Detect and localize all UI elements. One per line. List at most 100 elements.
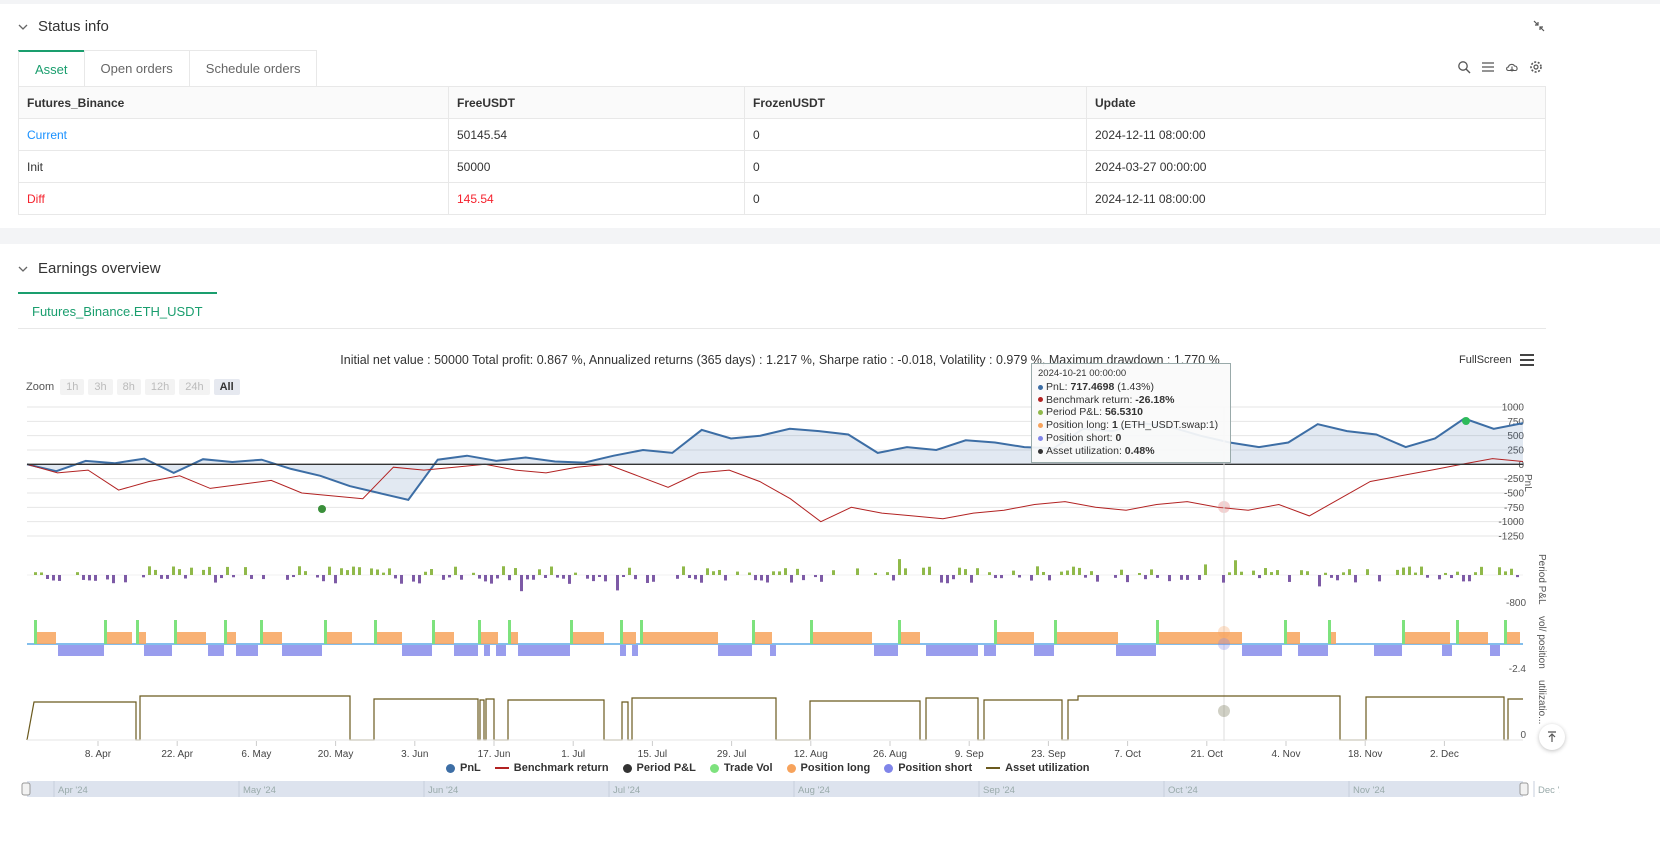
period-pnl-bar (82, 575, 85, 580)
period-pnl-bar (292, 575, 295, 578)
series-dot-icon (1038, 397, 1043, 403)
period-pnl-bar (1240, 571, 1243, 575)
tab-asset[interactable]: Asset (18, 50, 85, 86)
navigator-track (27, 781, 1523, 797)
zoom-12h-button[interactable]: 12h (144, 379, 176, 395)
period-pnl-bar (214, 575, 217, 583)
gear-icon[interactable] (1529, 60, 1543, 74)
period-tick-label: -800 (1506, 598, 1526, 609)
trade-vol-bar (898, 620, 901, 644)
period-pnl-bar (388, 568, 391, 575)
position-short-bar (984, 645, 996, 656)
chevron-down-icon[interactable] (18, 22, 28, 32)
period-pnl-bar (886, 572, 889, 575)
tooltip-rows: PnL: 717.4698 (1.43%) Benchmark return: -… (1038, 381, 1224, 458)
earnings-panel-title: Earnings overview (38, 260, 161, 277)
period-pnl-bar (1072, 566, 1075, 575)
zoom-label: Zoom (26, 381, 55, 393)
trade-vol-bar (1156, 620, 1159, 644)
pnl-axis-title: PnL (1522, 474, 1533, 492)
zoom-1h-button[interactable]: 1h (60, 379, 85, 395)
period-pnl-bar (1366, 569, 1369, 575)
position-long-bar (898, 632, 920, 644)
legend-item-position-short[interactable]: Position short (884, 762, 972, 774)
menu-icon[interactable] (1519, 353, 1535, 367)
zoom-all-button[interactable]: All (213, 379, 240, 395)
period-pnl-bar (964, 569, 967, 575)
period-pnl-bar (556, 575, 559, 578)
search-icon[interactable] (1457, 60, 1471, 74)
period-pnl-bar (112, 575, 115, 584)
legend-label: Period P&L (636, 762, 696, 774)
period-pnl-bar (892, 575, 895, 581)
status-panel: Status info Asset Open orders Schedule o… (0, 4, 1660, 228)
period-pnl-bar (1468, 575, 1471, 582)
period-pnl-bar (1402, 567, 1405, 575)
period-pnl-bar (472, 572, 475, 575)
period-pnl-bar (562, 575, 565, 579)
legend-label: Trade Vol (723, 762, 773, 774)
position-long-bar (260, 632, 282, 644)
tab-schedule-orders[interactable]: Schedule orders (188, 50, 318, 86)
period-pnl-bar (676, 575, 679, 579)
period-pnl-bar (94, 575, 97, 581)
table-row: Init 50000 0 2024-03-27 00:00:00 (18, 150, 1546, 183)
period-pnl-bar (1036, 566, 1039, 575)
collapse-icon[interactable] (1533, 20, 1545, 32)
position-long-bar (620, 632, 636, 644)
tooltip-date: 2024-10-21 00:00:00 (1038, 368, 1127, 379)
period-pnl-bar (760, 575, 763, 581)
scroll-top-button[interactable] (1539, 724, 1565, 750)
position-short-bar (282, 645, 322, 656)
x-tick-label: 17. Jun (478, 749, 511, 760)
position-long-bar (174, 632, 206, 644)
tooltip-row: PnL: 717.4698 (1.43%) (1038, 381, 1224, 394)
period-pnl-bar (1042, 571, 1045, 575)
trade-vol-bar (224, 620, 227, 644)
trade-vol-bar (174, 620, 177, 644)
y-tick-label: -500 (1504, 489, 1524, 500)
fullscreen-button[interactable]: FullScreen (1459, 354, 1512, 366)
arrow-up-icon (1548, 731, 1556, 742)
position-short-bar (632, 645, 638, 656)
period-pnl-bar (592, 575, 595, 582)
list-icon[interactable] (1481, 60, 1495, 74)
chevron-down-icon[interactable] (18, 264, 28, 274)
trade-vol-bar (1284, 620, 1287, 644)
legend-item-benchmark-return[interactable]: Benchmark return (494, 762, 609, 774)
legend-line-icon (986, 767, 1001, 769)
period-pnl-bar (400, 575, 403, 584)
period-pnl-bar (172, 566, 175, 575)
benchmark-series-line (26, 458, 1524, 523)
tab-open-orders[interactable]: Open orders (83, 50, 190, 86)
position-short-bar (454, 645, 478, 656)
period-pnl-bar (226, 566, 229, 575)
earnings-panel-header[interactable]: Earnings overview (18, 260, 161, 277)
legend-item-period-p-l[interactable]: Period P&L (622, 762, 696, 774)
period-pnl-bar (1456, 571, 1459, 575)
position-short-bar (518, 645, 570, 656)
legend-item-position-long[interactable]: Position long (786, 762, 870, 774)
row-label-current[interactable]: Current (18, 118, 449, 151)
cloud-download-icon[interactable] (1505, 60, 1519, 74)
x-tick-label: 6. May (241, 749, 271, 760)
period-pnl-bar (616, 575, 619, 591)
trade-vol-bar (432, 620, 435, 644)
period-pnl-bar (1342, 572, 1345, 575)
zoom-24h-button[interactable]: 24h (179, 379, 210, 395)
zoom-3h-button[interactable]: 3h (88, 379, 113, 395)
period-pnl-bar (160, 575, 163, 579)
period-pnl-bar (904, 568, 907, 575)
period-pnl-bar (1270, 572, 1273, 575)
period-pnl-bar (1324, 572, 1327, 575)
status-panel-header[interactable]: Status info (18, 18, 109, 35)
legend-item-asset-utilization[interactable]: Asset utilization (986, 762, 1090, 774)
tab-futures-binance-eth-usdt[interactable]: Futures_Binance.ETH_USDT (18, 292, 217, 328)
legend-item-pnl[interactable]: PnL (446, 762, 481, 774)
period-pnl-bar (376, 569, 379, 575)
zoom-8h-button[interactable]: 8h (116, 379, 141, 395)
pnl-area (27, 418, 1523, 500)
period-pnl-bar (736, 571, 739, 575)
legend-label: Position short (898, 762, 973, 774)
legend-item-trade-vol[interactable]: Trade Vol (709, 762, 773, 774)
